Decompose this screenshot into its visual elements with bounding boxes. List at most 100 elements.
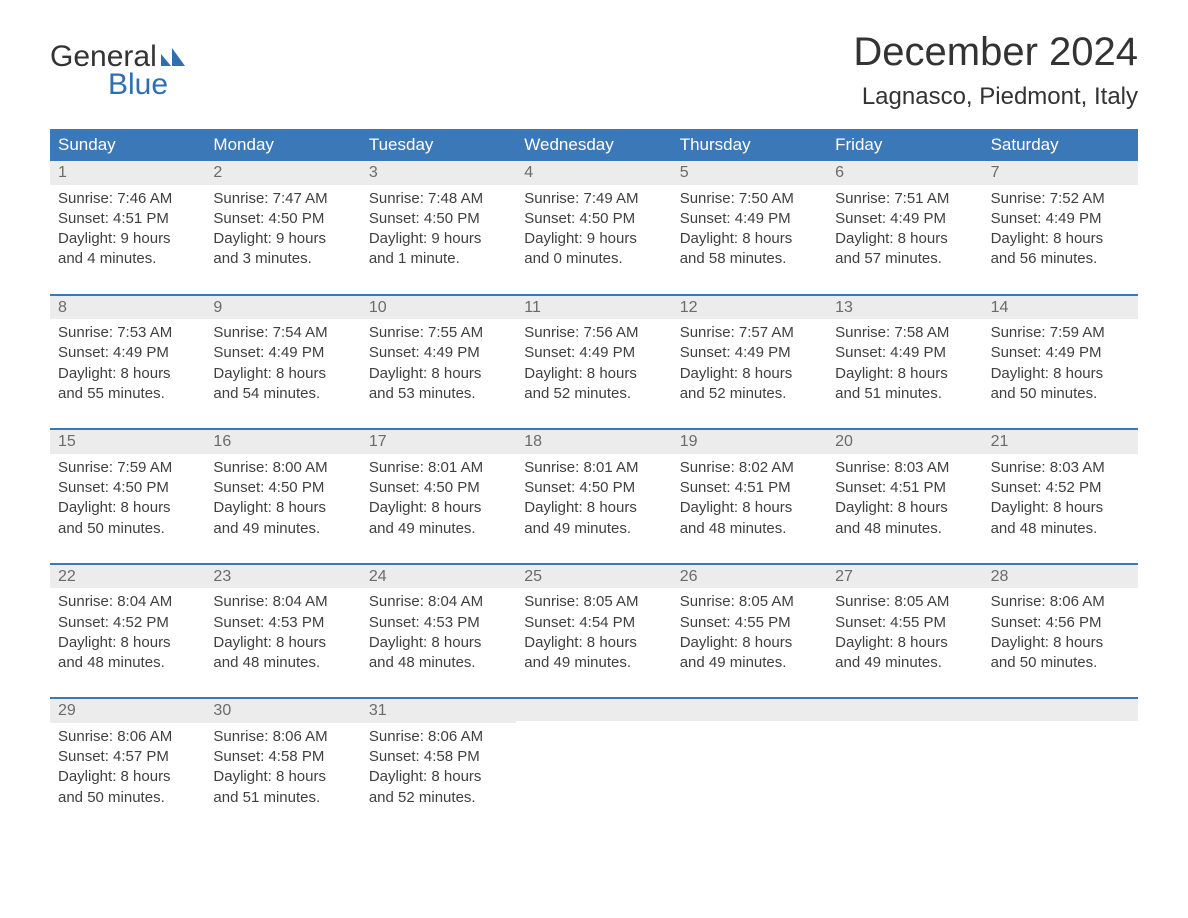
day-number xyxy=(983,699,1138,721)
dl2-text: and 51 minutes. xyxy=(835,384,974,404)
dl1-text: Daylight: 8 hours xyxy=(524,364,663,384)
sunset-text: Sunset: 4:53 PM xyxy=(369,613,508,633)
sunrise-text: Sunrise: 7:54 AM xyxy=(213,323,352,343)
sunrise-text: Sunrise: 8:06 AM xyxy=(369,727,508,747)
dl1-text: Daylight: 8 hours xyxy=(213,767,352,787)
sunrise-text: Sunrise: 7:47 AM xyxy=(213,189,352,209)
dl2-text: and 50 minutes. xyxy=(58,788,197,808)
calendar-cell: 20Sunrise: 8:03 AMSunset: 4:51 PMDayligh… xyxy=(827,430,982,563)
title-block: December 2024 Lagnasco, Piedmont, Italy xyxy=(853,30,1138,111)
dl2-text: and 49 minutes. xyxy=(680,653,819,673)
sunrise-text: Sunrise: 8:01 AM xyxy=(369,458,508,478)
day-header: Thursday xyxy=(672,129,827,161)
sunset-text: Sunset: 4:54 PM xyxy=(524,613,663,633)
day-header-row: Sunday Monday Tuesday Wednesday Thursday… xyxy=(50,129,1138,161)
dl1-text: Daylight: 8 hours xyxy=(58,364,197,384)
dl1-text: Daylight: 8 hours xyxy=(213,364,352,384)
sunrise-text: Sunrise: 7:51 AM xyxy=(835,189,974,209)
calendar-cell: 8Sunrise: 7:53 AMSunset: 4:49 PMDaylight… xyxy=(50,296,205,429)
sunrise-text: Sunrise: 7:57 AM xyxy=(680,323,819,343)
dl2-text: and 1 minute. xyxy=(369,249,508,269)
dl1-text: Daylight: 8 hours xyxy=(680,364,819,384)
location-subtitle: Lagnasco, Piedmont, Italy xyxy=(853,83,1138,111)
day-number: 29 xyxy=(50,699,205,723)
day-number: 26 xyxy=(672,565,827,589)
calendar-cell: 1Sunrise: 7:46 AMSunset: 4:51 PMDaylight… xyxy=(50,161,205,294)
dl2-text: and 48 minutes. xyxy=(369,653,508,673)
sunset-text: Sunset: 4:51 PM xyxy=(58,209,197,229)
dl2-text: and 48 minutes. xyxy=(991,519,1130,539)
calendar-cell: 24Sunrise: 8:04 AMSunset: 4:53 PMDayligh… xyxy=(361,565,516,698)
dl1-text: Daylight: 8 hours xyxy=(369,364,508,384)
sunrise-text: Sunrise: 8:06 AM xyxy=(991,592,1130,612)
sunset-text: Sunset: 4:50 PM xyxy=(369,478,508,498)
calendar-cell: 27Sunrise: 8:05 AMSunset: 4:55 PMDayligh… xyxy=(827,565,982,698)
dl1-text: Daylight: 8 hours xyxy=(58,498,197,518)
dl2-text: and 3 minutes. xyxy=(213,249,352,269)
dl1-text: Daylight: 8 hours xyxy=(835,229,974,249)
day-number: 31 xyxy=(361,699,516,723)
calendar-cell xyxy=(827,699,982,832)
day-number: 5 xyxy=(672,161,827,185)
dl1-text: Daylight: 9 hours xyxy=(58,229,197,249)
calendar-cell: 30Sunrise: 8:06 AMSunset: 4:58 PMDayligh… xyxy=(205,699,360,832)
dl1-text: Daylight: 8 hours xyxy=(58,633,197,653)
dl2-text: and 49 minutes. xyxy=(835,653,974,673)
dl1-text: Daylight: 8 hours xyxy=(680,498,819,518)
sunrise-text: Sunrise: 7:55 AM xyxy=(369,323,508,343)
calendar-cell: 26Sunrise: 8:05 AMSunset: 4:55 PMDayligh… xyxy=(672,565,827,698)
calendar-cell: 13Sunrise: 7:58 AMSunset: 4:49 PMDayligh… xyxy=(827,296,982,429)
sunrise-text: Sunrise: 8:05 AM xyxy=(835,592,974,612)
calendar-cell: 25Sunrise: 8:05 AMSunset: 4:54 PMDayligh… xyxy=(516,565,671,698)
dl2-text: and 49 minutes. xyxy=(369,519,508,539)
sunrise-text: Sunrise: 7:56 AM xyxy=(524,323,663,343)
dl1-text: Daylight: 9 hours xyxy=(213,229,352,249)
calendar-cell: 28Sunrise: 8:06 AMSunset: 4:56 PMDayligh… xyxy=(983,565,1138,698)
day-number: 2 xyxy=(205,161,360,185)
day-number: 17 xyxy=(361,430,516,454)
dl1-text: Daylight: 8 hours xyxy=(58,767,197,787)
calendar-cell: 29Sunrise: 8:06 AMSunset: 4:57 PMDayligh… xyxy=(50,699,205,832)
day-header: Saturday xyxy=(983,129,1138,161)
dl2-text: and 48 minutes. xyxy=(58,653,197,673)
week-row: 1Sunrise: 7:46 AMSunset: 4:51 PMDaylight… xyxy=(50,161,1138,294)
brand-name-2: Blue xyxy=(108,68,168,102)
sunset-text: Sunset: 4:50 PM xyxy=(524,478,663,498)
dl2-text: and 49 minutes. xyxy=(213,519,352,539)
dl1-text: Daylight: 8 hours xyxy=(991,229,1130,249)
dl2-text: and 48 minutes. xyxy=(835,519,974,539)
sunset-text: Sunset: 4:50 PM xyxy=(213,209,352,229)
dl1-text: Daylight: 9 hours xyxy=(369,229,508,249)
sunset-text: Sunset: 4:51 PM xyxy=(835,478,974,498)
sunrise-text: Sunrise: 7:53 AM xyxy=(58,323,197,343)
sunset-text: Sunset: 4:50 PM xyxy=(58,478,197,498)
calendar-cell: 22Sunrise: 8:04 AMSunset: 4:52 PMDayligh… xyxy=(50,565,205,698)
day-number: 22 xyxy=(50,565,205,589)
sunset-text: Sunset: 4:49 PM xyxy=(680,343,819,363)
dl2-text: and 57 minutes. xyxy=(835,249,974,269)
calendar-cell: 19Sunrise: 8:02 AMSunset: 4:51 PMDayligh… xyxy=(672,430,827,563)
calendar-cell: 9Sunrise: 7:54 AMSunset: 4:49 PMDaylight… xyxy=(205,296,360,429)
dl2-text: and 56 minutes. xyxy=(991,249,1130,269)
sunset-text: Sunset: 4:49 PM xyxy=(835,343,974,363)
day-header: Sunday xyxy=(50,129,205,161)
dl2-text: and 52 minutes. xyxy=(369,788,508,808)
calendar-cell xyxy=(516,699,671,832)
dl2-text: and 58 minutes. xyxy=(680,249,819,269)
sunset-text: Sunset: 4:49 PM xyxy=(991,209,1130,229)
day-number: 24 xyxy=(361,565,516,589)
calendar-cell: 10Sunrise: 7:55 AMSunset: 4:49 PMDayligh… xyxy=(361,296,516,429)
dl2-text: and 55 minutes. xyxy=(58,384,197,404)
day-number: 28 xyxy=(983,565,1138,589)
sunrise-text: Sunrise: 8:05 AM xyxy=(680,592,819,612)
sunrise-text: Sunrise: 7:48 AM xyxy=(369,189,508,209)
week-row: 22Sunrise: 8:04 AMSunset: 4:52 PMDayligh… xyxy=(50,563,1138,698)
calendar-cell: 4Sunrise: 7:49 AMSunset: 4:50 PMDaylight… xyxy=(516,161,671,294)
sunset-text: Sunset: 4:52 PM xyxy=(58,613,197,633)
day-number: 18 xyxy=(516,430,671,454)
calendar-cell: 3Sunrise: 7:48 AMSunset: 4:50 PMDaylight… xyxy=(361,161,516,294)
day-number: 3 xyxy=(361,161,516,185)
calendar-cell: 12Sunrise: 7:57 AMSunset: 4:49 PMDayligh… xyxy=(672,296,827,429)
day-number xyxy=(516,699,671,721)
day-number: 15 xyxy=(50,430,205,454)
